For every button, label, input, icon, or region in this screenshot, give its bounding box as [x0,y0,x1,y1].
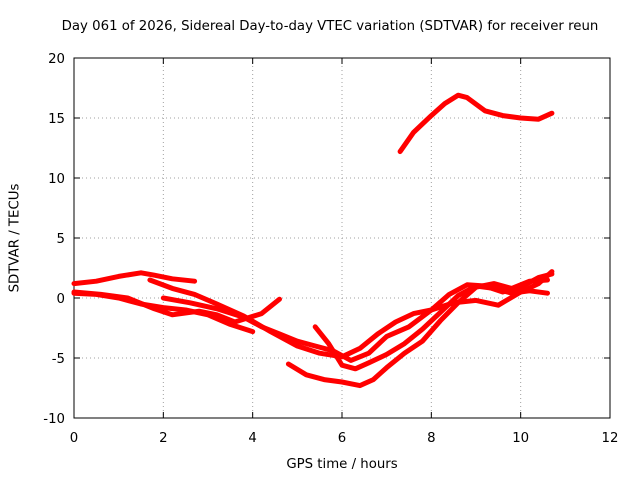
x-tick-label: 10 [512,431,529,446]
y-tick-label: -5 [52,352,65,367]
x-axis-ticks: 0 2 4 6 8 10 12 [70,58,619,446]
y-axis-ticks: -10 -5 0 5 10 15 20 [43,52,610,427]
y-tick-label: 5 [57,232,65,247]
x-tick-label: 4 [248,431,256,446]
x-tick-label: 12 [602,431,619,446]
chart-title: Day 061 of 2026, Sidereal Day-to-day VTE… [61,19,599,34]
y-tick-label: 20 [48,52,65,67]
y-axis-label: SDTVAR / TECUs [7,183,23,293]
y-tick-label: 10 [48,172,65,187]
series-line-trace-1 [71,270,198,287]
x-tick-label: 8 [427,431,435,446]
y-tick-label: 15 [48,112,65,127]
x-tick-label: 0 [70,431,78,446]
series-group [71,92,555,389]
y-tick-label: -10 [43,412,65,427]
x-tick-label: 6 [338,431,346,446]
series-line-trace-8 [397,92,555,155]
x-tick-label: 2 [159,431,167,446]
y-tick-label: 0 [57,292,65,307]
series-line-trace-6 [312,283,550,372]
series-line-trace-7 [285,277,550,389]
series-line-trace-4 [147,269,555,360]
x-axis-label: GPS time / hours [286,457,398,472]
